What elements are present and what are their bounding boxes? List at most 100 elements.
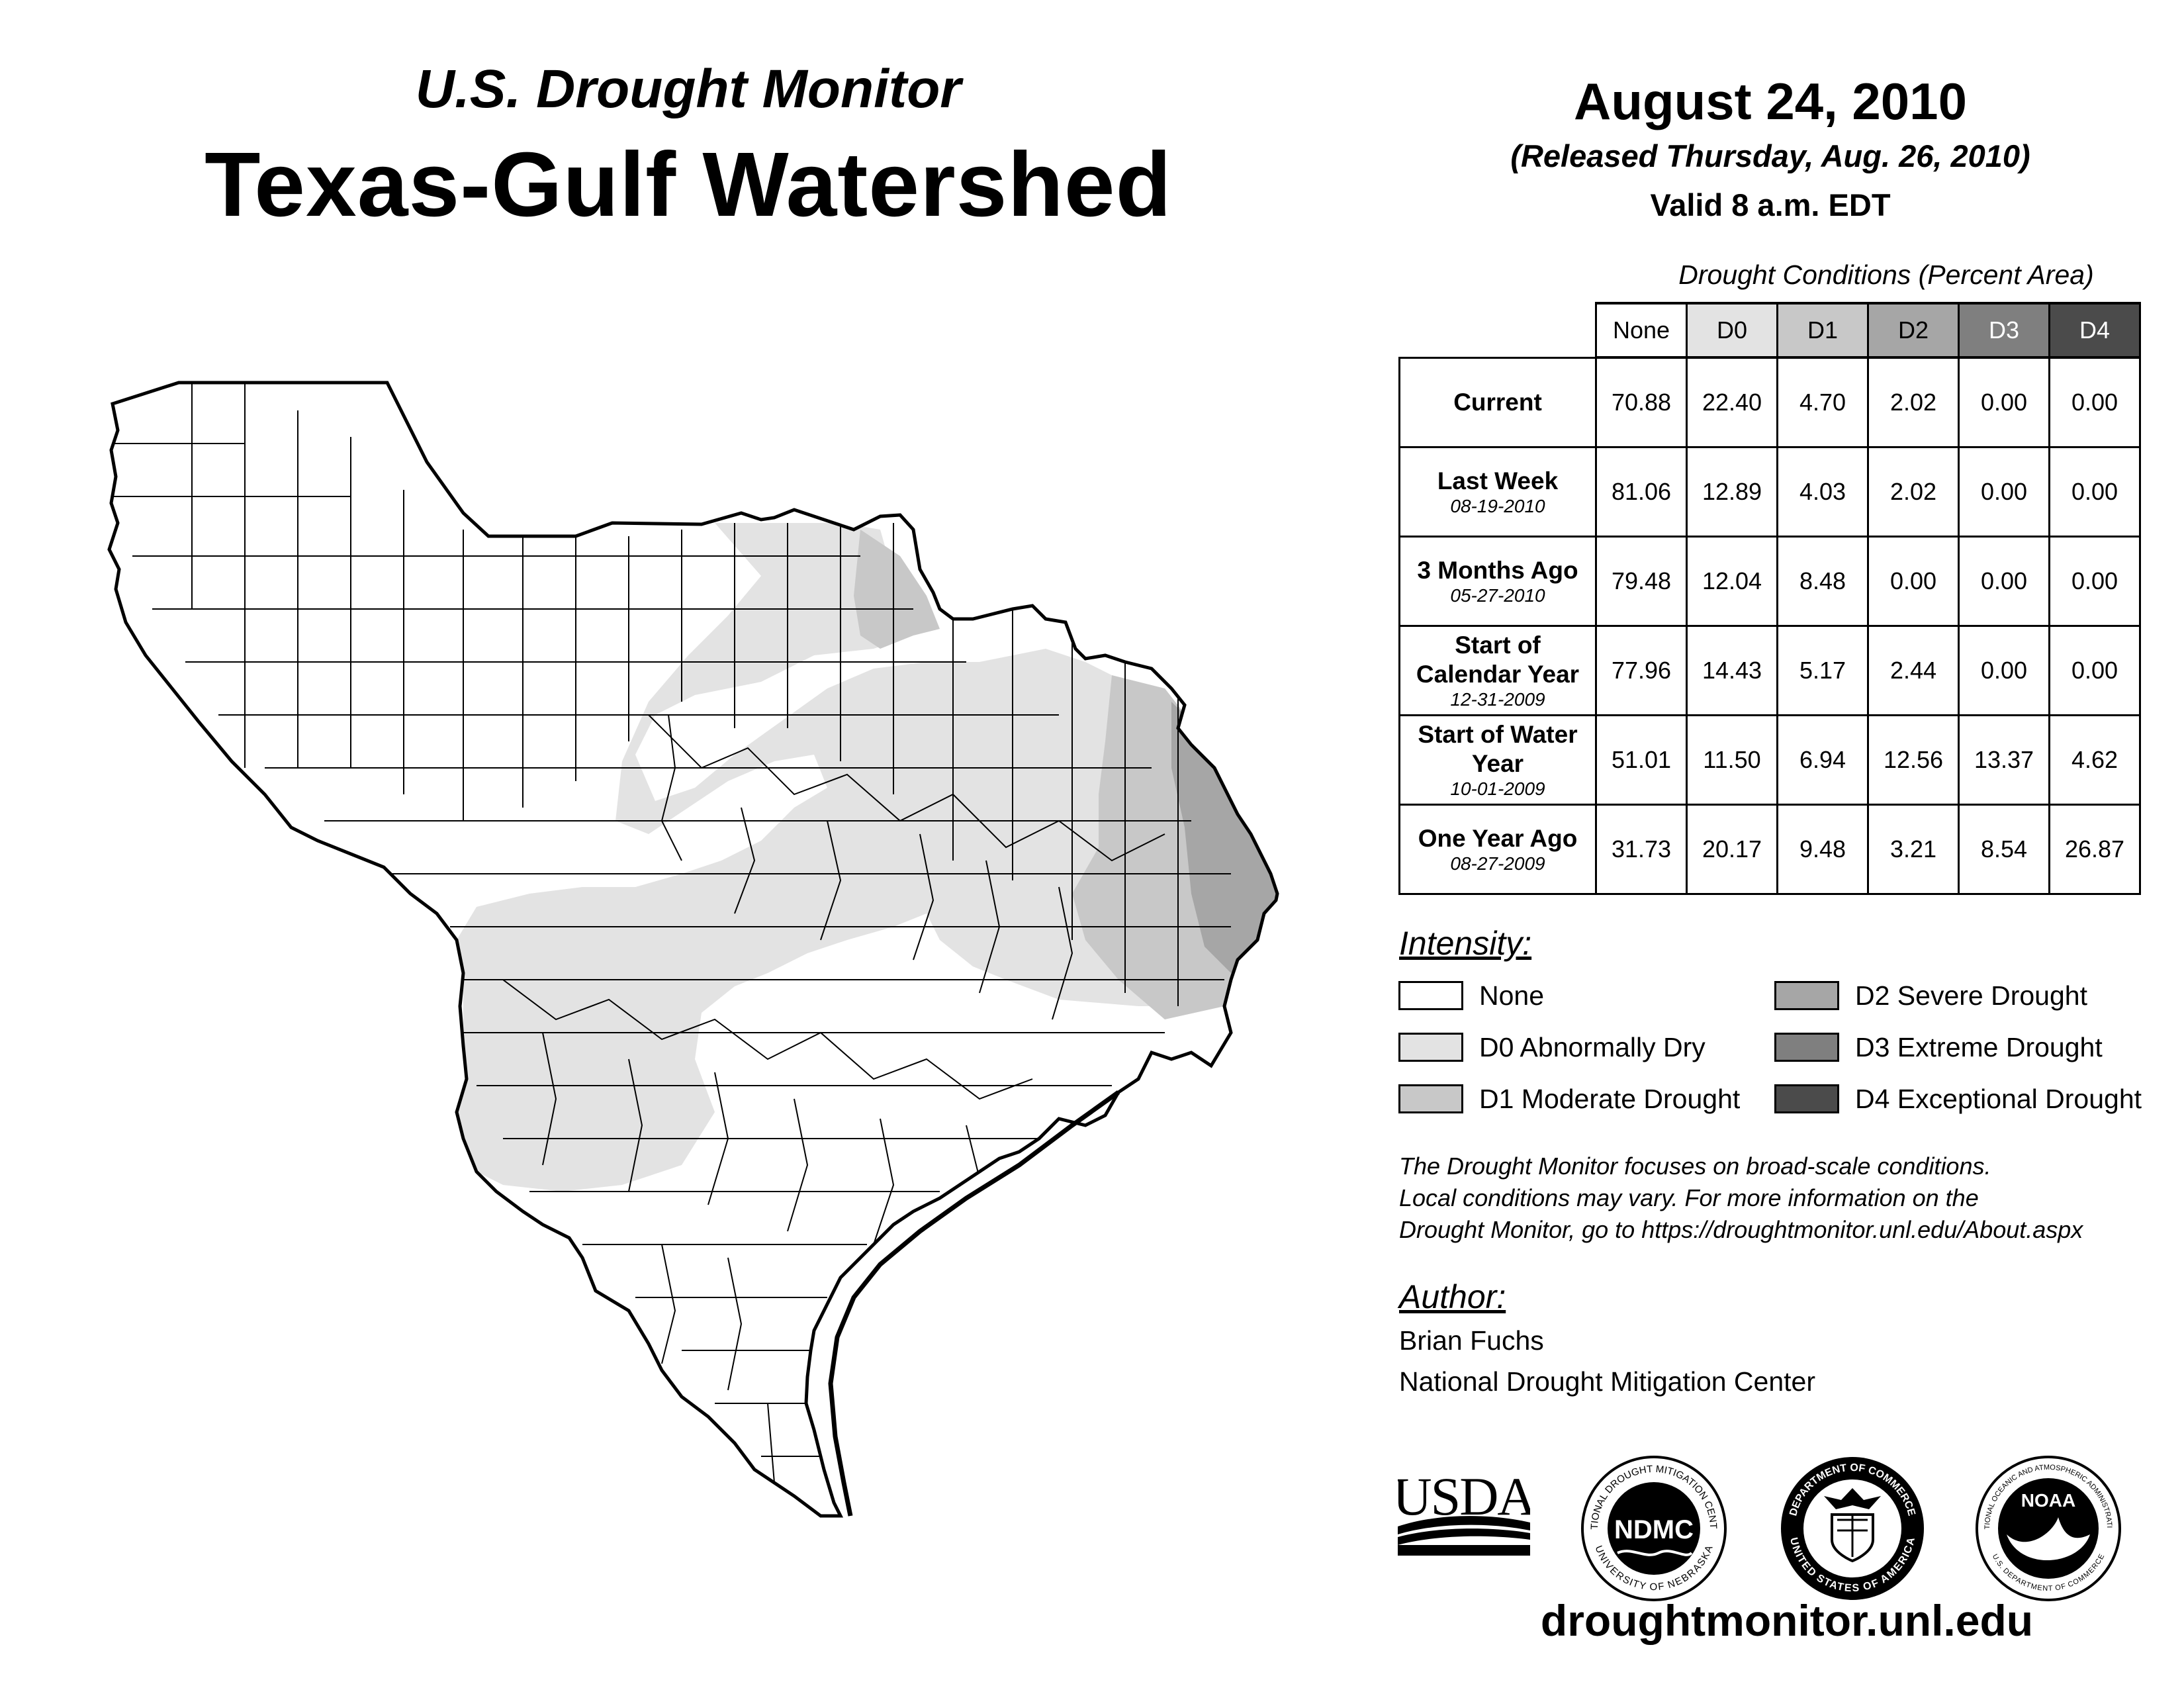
table-row: Last Week 08-19-2010 81.06 12.89 4.03 2.0… [1398,446,2141,538]
table-cell: 70.88 [1595,356,1688,448]
author-title: Author: [1399,1278,1506,1315]
row-date: 08-27-2009 [1450,853,1545,874]
table-row: Current 70.88 22.40 4.70 2.02 0.00 0.00 [1398,356,2141,448]
map-subtitle: U.S. Drought Monitor [415,59,962,119]
drought-conditions-table: None D0 D1 D2 D3 D4 Current 70.88 22.40 … [1398,302,2141,895]
table-row: Start of Water Year 10-01-2009 51.01 11.5… [1398,714,2141,806]
column-header-d4: D4 [2048,302,2141,359]
table-cell: 2.02 [1867,446,1960,538]
legend-swatch [1398,1033,1463,1062]
valid-time: Valid 8 a.m. EDT [1650,187,1891,222]
table-cell: 26.87 [2048,804,2141,895]
table-row: Start of Calendar Year 12-31-2009 77.96 1… [1398,625,2141,716]
row-date: 05-27-2010 [1450,585,1545,606]
note-line: Drought Monitor, go to https://droughtmo… [1399,1216,2083,1243]
table-cell: 12.89 [1686,446,1778,538]
row-label: Start of Water Year 10-01-2009 [1398,714,1597,806]
table-cell: 2.44 [1867,625,1960,716]
legend-label: None [1479,980,1545,1011]
table-cell: 13.37 [1958,714,2050,806]
row-date: 08-19-2010 [1450,496,1545,516]
author-name: Brian Fuchs [1399,1325,1544,1356]
table-cell: 0.00 [1958,356,2050,448]
row-label: 3 Months Ago 05-27-2010 [1398,536,1597,627]
map-date: August 24, 2010 [1574,72,1967,130]
table-cell: 6.94 [1776,714,1869,806]
table-row: One Year Ago 08-27-2009 31.73 20.17 9.48 … [1398,804,2141,895]
column-header-d0: D0 [1686,302,1778,359]
noaa-logo-text: NOAA [2021,1490,2075,1511]
ndmc-logo: NATIONAL DROUGHT MITIGATION CENTER UNIVE… [1579,1454,1727,1601]
table-cell: 2.02 [1867,356,1960,448]
table-cell: 4.03 [1776,446,1869,538]
table-cell: 0.00 [2048,356,2141,448]
row-label: Start of Calendar Year 12-31-2009 [1398,625,1597,716]
column-header-none: None [1595,302,1688,359]
legend-item-d1: D1 Moderate Drought [1398,1082,1740,1116]
column-header-d2: D2 [1867,302,1960,359]
row-label: Last Week 08-19-2010 [1398,446,1597,538]
table-cell: 22.40 [1686,356,1778,448]
table-cell: 5.17 [1776,625,1869,716]
table-cell: 0.00 [2048,446,2141,538]
legend-label: D4 Exceptional Drought [1855,1083,2142,1114]
legend-swatch [1398,1084,1463,1113]
table-cell: 79.48 [1595,536,1688,627]
legend-item-d3: D3 Extreme Drought [1774,1030,2103,1064]
table-header-row: None D0 D1 D2 D3 D4 [1400,302,2141,359]
note-line: The Drought Monitor focuses on broad-sca… [1399,1152,1991,1180]
table-cell: 14.43 [1686,625,1778,716]
ndmc-logo-text: NDMC [1614,1515,1694,1544]
table-cell: 0.00 [1958,625,2050,716]
release-date: (Released Thursday, Aug. 26, 2010) [1510,138,2030,173]
legend-item-d2: D2 Severe Drought [1774,978,2087,1013]
legend-item-d4: D4 Exceptional Drought [1774,1082,2142,1116]
table-cell: 8.48 [1776,536,1869,627]
usda-logo: USDA [1398,1466,1530,1556]
row-date: 12-31-2009 [1450,689,1545,710]
table-cell: 77.96 [1595,625,1688,716]
row-label: Current [1398,356,1597,448]
table-cell: 51.01 [1595,714,1688,806]
disclaimer-note: The Drought Monitor focuses on broad-sca… [1399,1150,2180,1246]
header-blank-cell [1400,303,1596,357]
table-cell: 9.48 [1776,804,1869,895]
table-cell: 3.21 [1867,804,1960,895]
commerce-seal: DEPARTMENT OF COMMERCE UNITED STATES OF … [1781,1457,1924,1600]
table-cell: 8.54 [1958,804,2050,895]
table-cell: 0.00 [1867,536,1960,627]
row-date: 10-01-2009 [1450,778,1545,799]
legend-label: D1 Moderate Drought [1479,1083,1741,1114]
column-header-d1: D1 [1776,302,1869,359]
noaa-logo: NATIONAL OCEANIC AND ATMOSPHERIC ADMINIS… [1974,1454,2121,1601]
table-row: 3 Months Ago 05-27-2010 79.48 12.04 8.48 … [1398,536,2141,627]
watershed-map [107,381,1279,1518]
table-cell: 31.73 [1595,804,1688,895]
legend-title: Intensity: [1399,925,1532,962]
legend-label: D3 Extreme Drought [1855,1031,2103,1062]
table-cell: 81.06 [1595,446,1688,538]
map-title: Texas-Gulf Watershed [205,134,1172,236]
legend-item-d0: D0 Abnormally Dry [1398,1030,1706,1064]
table-cell: 4.70 [1776,356,1869,448]
row-label: One Year Ago 08-27-2009 [1398,804,1597,895]
legend-item-none: None [1398,978,1544,1013]
table-cell: 0.00 [2048,625,2141,716]
legend-swatch [1774,981,1839,1010]
table-cell: 20.17 [1686,804,1778,895]
column-header-d3: D3 [1958,302,2050,359]
legend-swatch [1398,981,1463,1010]
legend-label: D0 Abnormally Dry [1479,1031,1706,1062]
website-url[interactable]: droughtmonitor.unl.edu [1540,1596,2034,1645]
table-cell: 0.00 [1958,446,2050,538]
table-cell: 11.50 [1686,714,1778,806]
table-cell: 0.00 [1958,536,2050,627]
author-org: National Drought Mitigation Center [1399,1366,1815,1397]
table-cell: 0.00 [2048,536,2141,627]
note-line: Local conditions may vary. For more info… [1399,1184,1979,1211]
table-cell: 12.04 [1686,536,1778,627]
table-cell: 12.56 [1867,714,1960,806]
legend-swatch [1774,1084,1839,1113]
table-caption: Drought Conditions (Percent Area) [1678,259,2094,290]
table-cell: 4.62 [2048,714,2141,806]
